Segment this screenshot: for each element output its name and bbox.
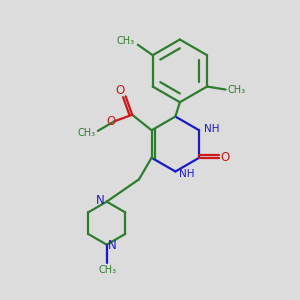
- Text: N: N: [96, 194, 105, 207]
- Text: N: N: [108, 239, 117, 252]
- Text: CH₃: CH₃: [116, 36, 134, 46]
- Text: CH₃: CH₃: [98, 265, 116, 275]
- Text: O: O: [221, 151, 230, 164]
- Text: CH₃: CH₃: [228, 85, 246, 95]
- Text: NH: NH: [204, 124, 220, 134]
- Text: O: O: [116, 84, 125, 98]
- Text: O: O: [106, 115, 115, 128]
- Text: CH₃: CH₃: [77, 128, 96, 138]
- Text: NH: NH: [179, 169, 194, 179]
